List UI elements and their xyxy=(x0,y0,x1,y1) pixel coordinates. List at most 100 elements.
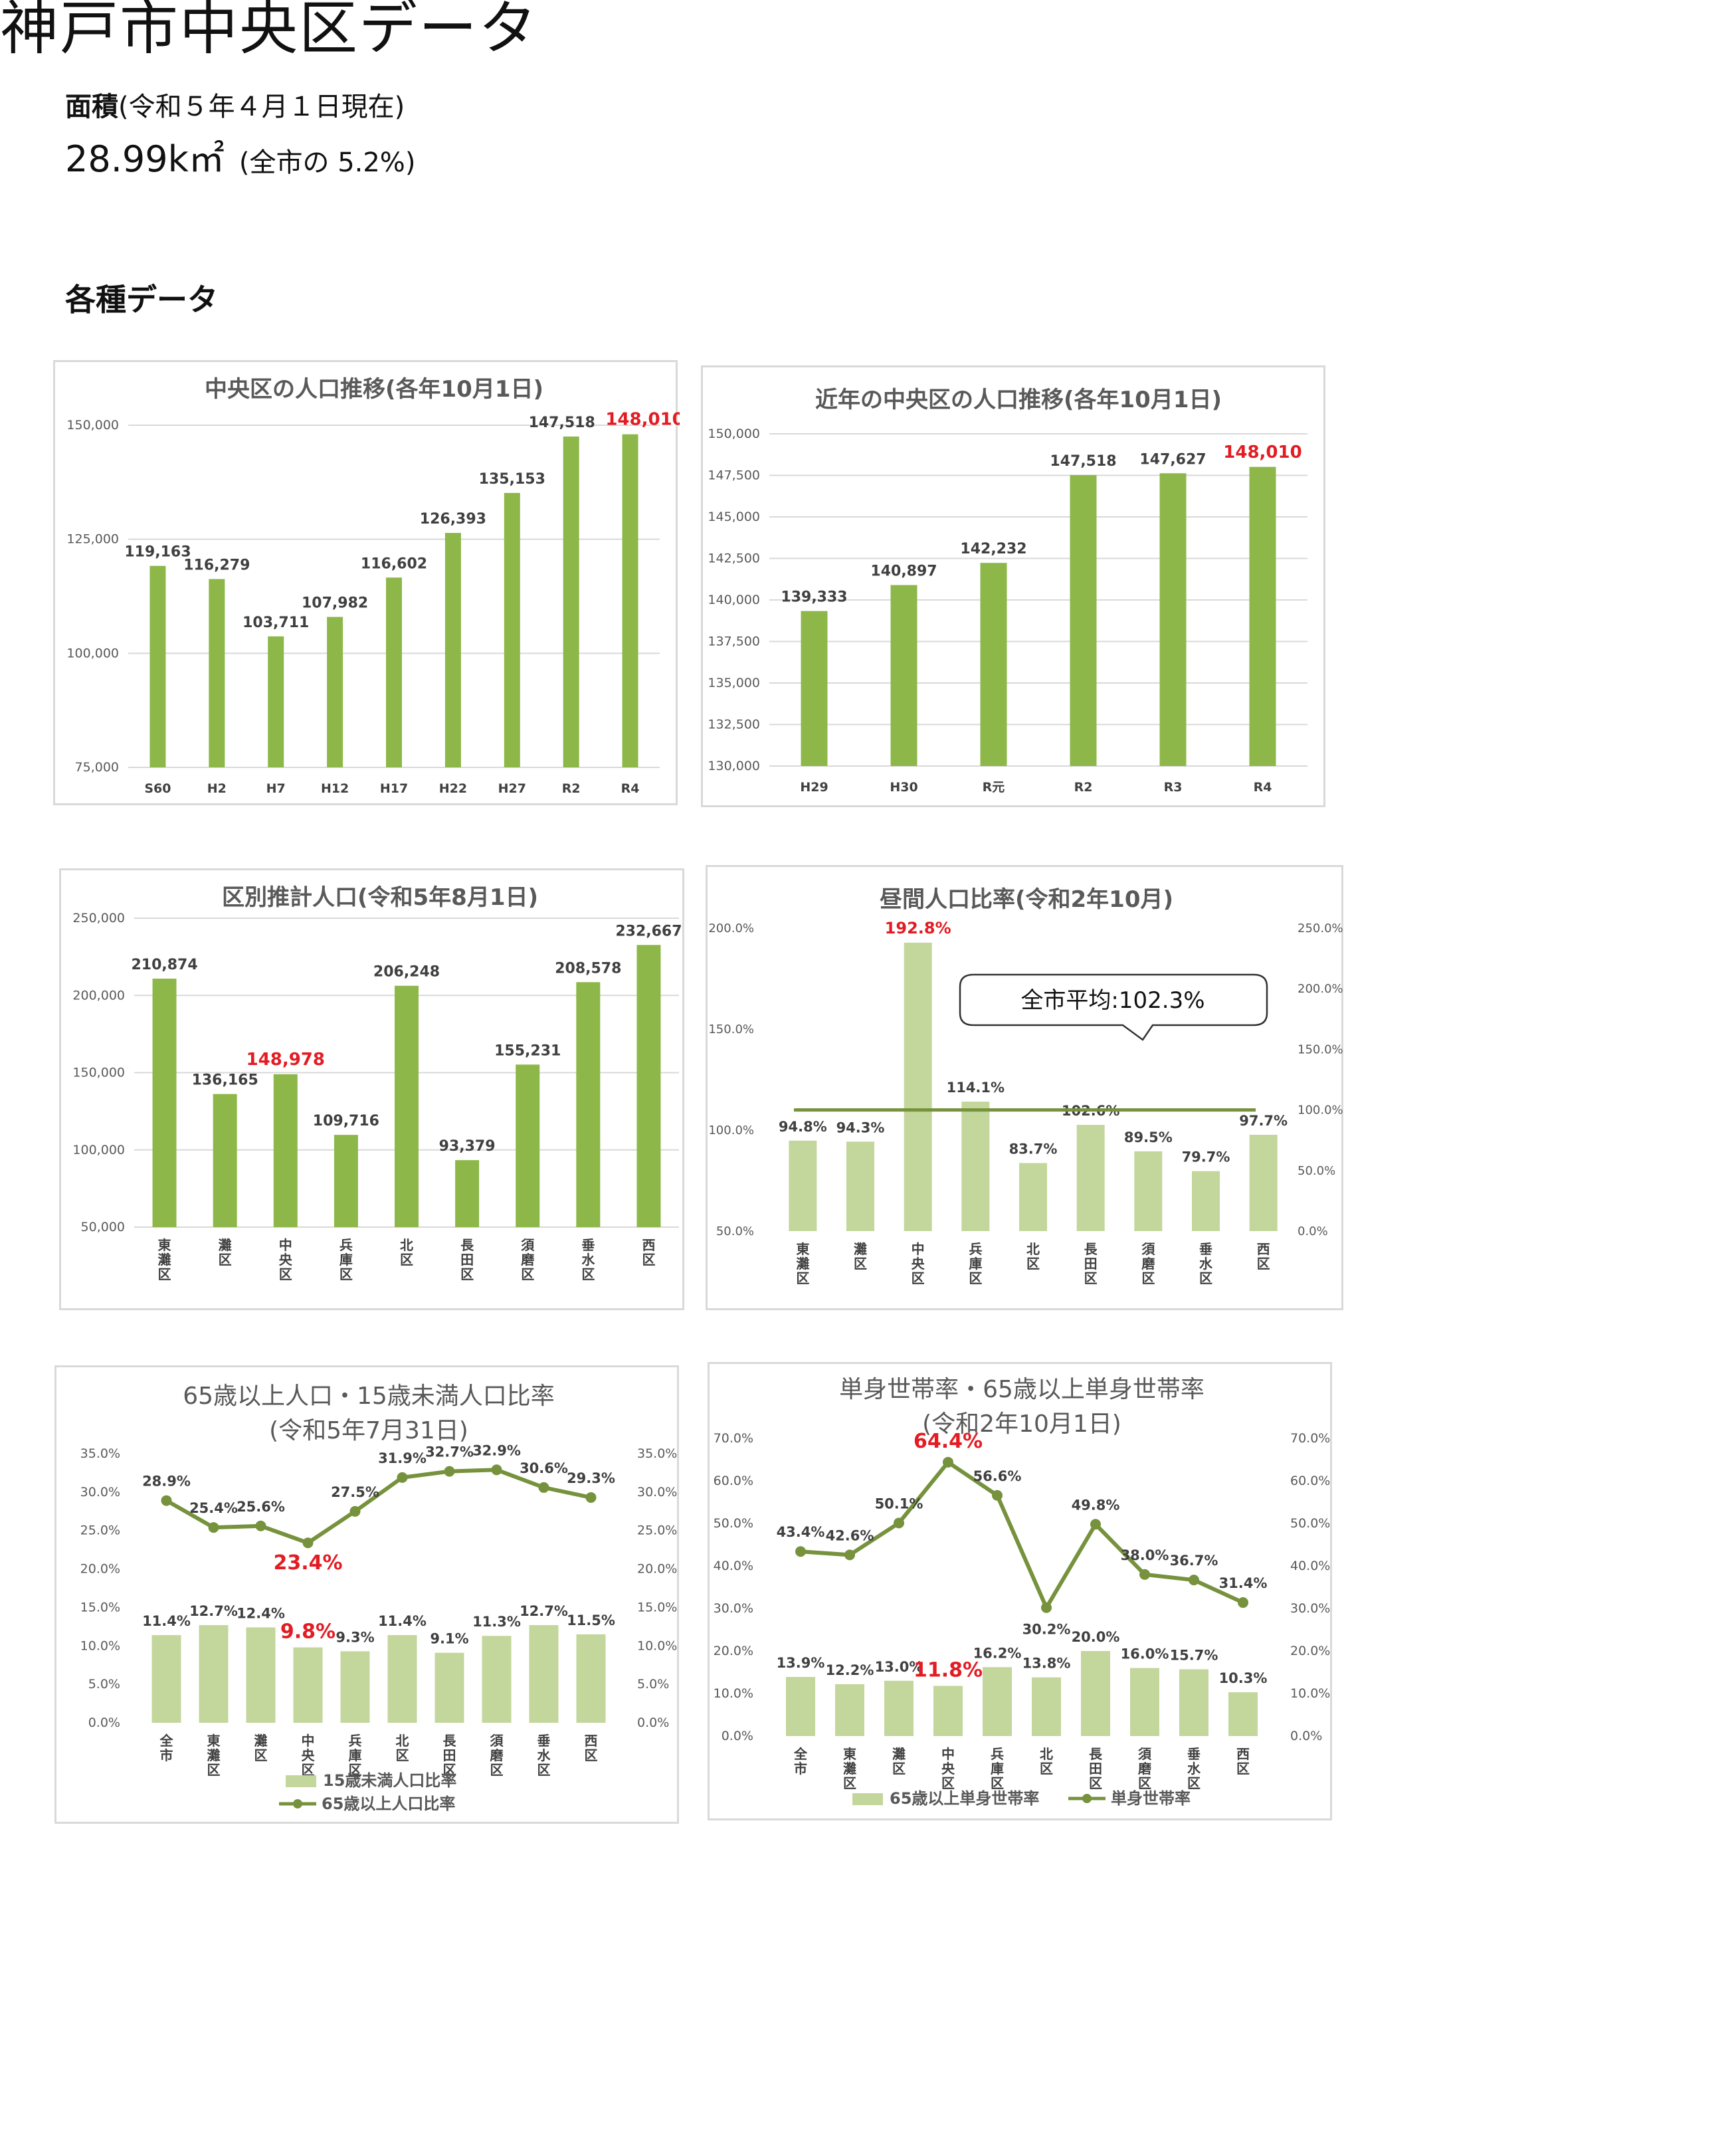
bar xyxy=(444,533,461,767)
line-data-label: 28.9% xyxy=(142,1474,191,1490)
x-tick-label-char: 須 xyxy=(490,1733,504,1749)
x-tick-label-char: 北 xyxy=(400,1237,413,1253)
bar-data-label: 20.0% xyxy=(1072,1629,1120,1645)
data-label: 142,232 xyxy=(960,541,1026,557)
y-tick-label-right: 10.0% xyxy=(637,1638,677,1653)
bar-data-label: 13.8% xyxy=(1022,1656,1071,1672)
x-tick-label-char: 北 xyxy=(1040,1746,1053,1762)
x-tick-label-char: 区 xyxy=(1138,1775,1151,1791)
x-tick-label-char: 灘 xyxy=(158,1252,171,1268)
y-tick-label-right: 10.0% xyxy=(1290,1686,1330,1701)
legend-line-marker xyxy=(293,1799,302,1808)
x-tick-label-char: 田 xyxy=(460,1252,474,1268)
bar-data-label: 12.4% xyxy=(237,1606,285,1622)
x-tick-label: H17 xyxy=(380,781,408,796)
bar-data-label: 13.0% xyxy=(875,1659,923,1675)
y-tick-label: 100,000 xyxy=(66,646,119,660)
legend-line-marker xyxy=(1082,1794,1092,1803)
x-tick-label-char: 須 xyxy=(1138,1746,1152,1762)
x-tick-label-char: 水 xyxy=(581,1252,595,1268)
y-tick-label-left: 5.0% xyxy=(88,1677,120,1692)
legend-line-label: 65歳以上人口比率 xyxy=(322,1795,455,1813)
line-data-label: 23.4% xyxy=(273,1551,342,1575)
bar-data-label: 16.0% xyxy=(1121,1646,1169,1662)
y-tick-label-right: 200.0% xyxy=(1298,982,1343,996)
x-tick-label-char: 中 xyxy=(912,1241,925,1257)
legend-line-label: 単身世帯率 xyxy=(1111,1789,1191,1808)
area-label-date: (令和５年４月１日現在) xyxy=(118,92,405,122)
bar xyxy=(636,945,661,1227)
y-tick-label-left: 70.0% xyxy=(714,1431,753,1446)
y-tick-label: 100,000 xyxy=(72,1143,125,1157)
y-tick-label-right: 35.0% xyxy=(637,1446,677,1461)
bar xyxy=(152,978,177,1227)
bar xyxy=(516,1064,540,1227)
x-tick-label-char: 垂 xyxy=(1187,1746,1201,1762)
x-tick-label-char: 区 xyxy=(941,1775,955,1791)
x-tick-label-char: 区 xyxy=(1089,1775,1102,1791)
line-data-label: 30.6% xyxy=(520,1460,568,1476)
bar xyxy=(786,1677,815,1736)
y-tick-label-right: 60.0% xyxy=(1290,1474,1330,1488)
x-tick-label-char: 中 xyxy=(941,1746,955,1762)
x-tick-label-char: 央 xyxy=(912,1256,925,1272)
x-tick-label-char: 区 xyxy=(400,1252,413,1268)
x-tick-label-char: 灘 xyxy=(219,1237,232,1253)
x-tick-label-char: 央 xyxy=(279,1252,293,1268)
x-tick-label-char: 東 xyxy=(207,1733,221,1749)
y-tick-label-right: 20.0% xyxy=(637,1562,677,1577)
y-tick-label: 135,000 xyxy=(708,676,760,690)
data-label: 94.3% xyxy=(836,1119,885,1135)
x-tick-label-char: 区 xyxy=(796,1270,809,1286)
bar-data-label: 9.1% xyxy=(430,1631,468,1647)
y-tick-label-left: 30.0% xyxy=(714,1601,753,1616)
y-tick-label-right: 40.0% xyxy=(1290,1559,1330,1573)
bar xyxy=(846,1141,874,1231)
bar xyxy=(1081,1651,1110,1736)
data-label: 79.7% xyxy=(1182,1149,1230,1165)
x-tick-label-char: 区 xyxy=(254,1747,268,1763)
x-tick-label-char: 区 xyxy=(207,1762,221,1778)
data-label: 147,518 xyxy=(529,415,595,431)
bar xyxy=(455,1160,480,1227)
bar xyxy=(504,492,520,767)
x-tick-label-char: 区 xyxy=(585,1747,598,1763)
x-tick-label-char: 区 xyxy=(1236,1761,1250,1777)
area-label: 面積(令和５年４月１日現在) xyxy=(65,85,405,124)
data-label: 147,518 xyxy=(1050,453,1116,470)
bar-data-label: 11.8% xyxy=(914,1658,983,1682)
x-tick-label-char: 長 xyxy=(443,1733,457,1749)
x-tick-label-char: 区 xyxy=(642,1252,655,1268)
area-km2: 28.99k㎡ xyxy=(65,138,225,180)
x-tick-label-char: 区 xyxy=(302,1762,315,1778)
x-tick-label: H27 xyxy=(498,781,526,796)
x-tick-label-char: 長 xyxy=(460,1237,474,1253)
y-tick-label-left: 35.0% xyxy=(80,1446,120,1461)
bar xyxy=(904,942,932,1231)
x-tick-label-char: 区 xyxy=(521,1266,534,1282)
x-tick-label: H29 xyxy=(800,780,828,795)
bar xyxy=(482,1636,512,1723)
x-tick-label-char: 区 xyxy=(1257,1256,1270,1272)
x-tick-label-char: 西 xyxy=(585,1733,598,1749)
bar-data-label: 16.2% xyxy=(973,1645,1022,1661)
y-tick-label-left: 15.0% xyxy=(80,1600,120,1614)
x-tick-label-char: 市 xyxy=(794,1761,807,1777)
x-tick-label-char: 区 xyxy=(1040,1761,1053,1777)
data-label: 136,165 xyxy=(192,1072,258,1089)
line-point xyxy=(349,1506,361,1517)
line-point xyxy=(943,1456,953,1468)
x-tick-label-char: 垂 xyxy=(537,1733,551,1749)
y-tick-label-left: 200.0% xyxy=(708,922,754,935)
y-tick-label: 250,000 xyxy=(72,911,125,925)
x-tick-label-char: 灘 xyxy=(854,1241,867,1257)
x-tick-label-char: 長 xyxy=(1089,1746,1103,1762)
chart-title-line: 65歳以上人口・15歳未満人口比率 xyxy=(183,1383,555,1410)
x-tick-label-char: 庫 xyxy=(991,1761,1004,1777)
x-tick-label-char: 央 xyxy=(302,1747,316,1763)
line-data-label: 32.7% xyxy=(425,1444,474,1460)
series-line xyxy=(800,1459,1244,1612)
x-tick-label-char: 水 xyxy=(1187,1761,1201,1777)
bar-data-label: 12.7% xyxy=(189,1603,238,1619)
bar xyxy=(1159,473,1187,766)
